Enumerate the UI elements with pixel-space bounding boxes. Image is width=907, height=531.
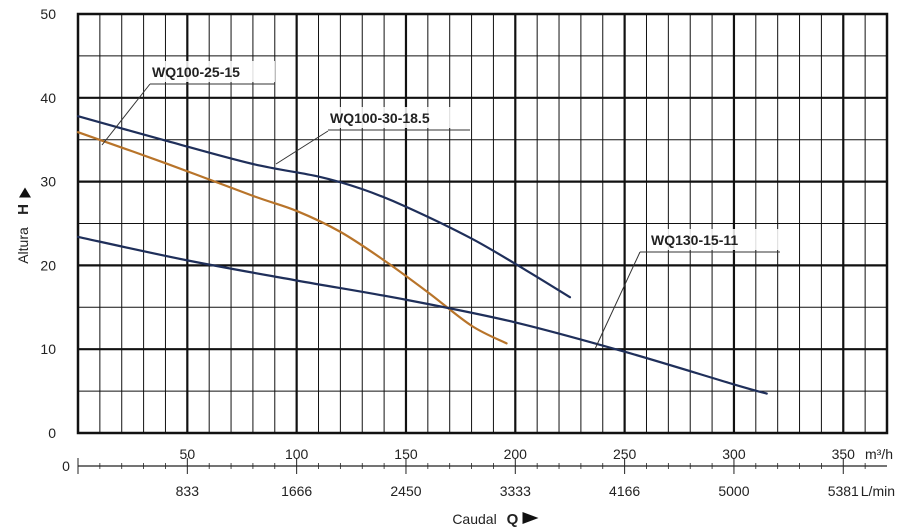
x-tick-label-m3h: 250 <box>613 446 637 462</box>
x-tick-label-m3h: 100 <box>285 446 309 462</box>
x-unit-secondary: L/min <box>861 483 895 499</box>
x-tick-label-m3h: 350 <box>832 446 856 462</box>
series-label: WQ100-30-18.5 <box>330 110 430 126</box>
series-label-background <box>148 61 275 82</box>
x-axis-symbol: Q <box>507 511 519 528</box>
x-axis-arrow-icon <box>522 512 539 524</box>
x-tick-label-lmin: 833 <box>176 483 200 499</box>
x-tick-label-m3h: 50 <box>180 446 196 462</box>
series-label-leader <box>594 251 641 350</box>
x-tick-label-m3h: 0 <box>62 458 70 474</box>
x-tick-label-lmin: 5381 <box>828 483 859 499</box>
x-unit-primary: m³/h <box>865 446 893 462</box>
series-label: WQ100-25-15 <box>152 64 240 80</box>
x-tick-label-m3h: 200 <box>504 446 528 462</box>
series-label: WQ130-15-11 <box>651 232 738 248</box>
x-tick-label-lmin: 3333 <box>500 483 531 499</box>
x-tick-label-lmin: 5000 <box>718 483 749 499</box>
x-tick-label-lmin: 1666 <box>281 483 312 499</box>
y-tick-label: 10 <box>40 341 56 357</box>
x-axis-label: Caudal <box>452 511 496 527</box>
series-line-wq100-25-15 <box>76 131 508 345</box>
x-tick-label-lmin: 2450 <box>390 483 421 499</box>
axes: 0 10 20 30 40 50 Altura H 0 50 100 150 200 250 300 350 8… <box>15 6 895 528</box>
y-tick-label: 30 <box>40 174 56 190</box>
x-tick-label-m3h: 150 <box>394 446 418 462</box>
series-label-leader <box>275 130 329 165</box>
x-tick-label-m3h: 300 <box>722 446 746 462</box>
y-tick-label: 20 <box>40 257 56 273</box>
y-axis-arrow-icon <box>19 187 31 198</box>
series-label-leader <box>101 83 151 146</box>
y-axis-label: Altura <box>15 227 31 264</box>
series-label-background <box>647 229 780 250</box>
y-tick-label: 40 <box>40 90 56 106</box>
y-axis-title: Altura H <box>15 187 32 264</box>
series-label-background <box>326 107 470 128</box>
plot-frame <box>76 12 889 435</box>
series-line-wq100-30-18.5 <box>76 115 572 299</box>
series-line-wq130-15-11 <box>76 235 768 395</box>
y-tick-label: 0 <box>48 425 56 441</box>
y-tick-label: 50 <box>40 6 56 22</box>
series-labels: WQ100-25-15 WQ100-30-18.5 WQ130-15-11 <box>101 61 780 350</box>
y-axis-symbol: H <box>15 204 32 215</box>
x-tick-label-lmin: 4166 <box>609 483 640 499</box>
curves <box>76 115 768 395</box>
x-axis-title: Caudal Q <box>452 511 539 528</box>
